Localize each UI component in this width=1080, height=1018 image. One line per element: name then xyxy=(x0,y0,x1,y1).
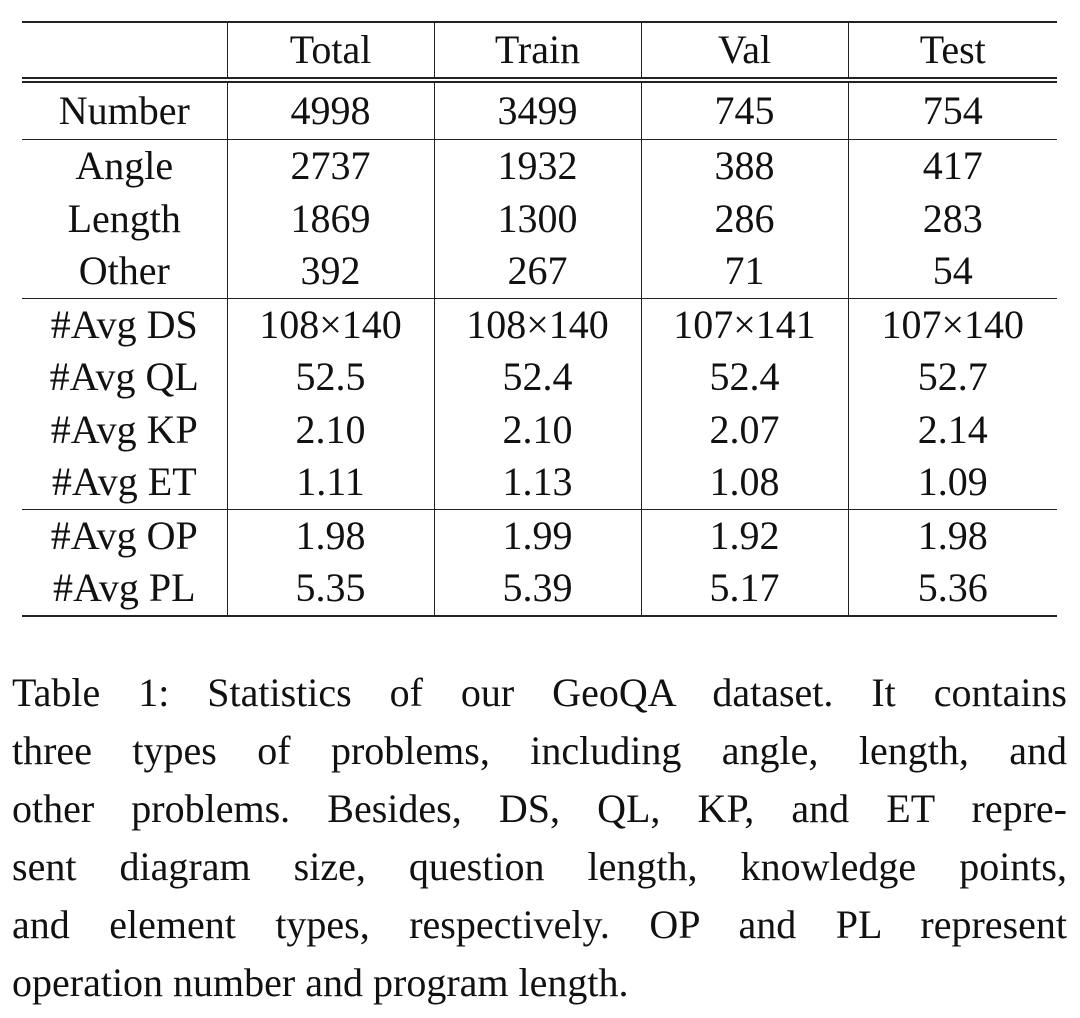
table-cell: 1.98 xyxy=(226,509,434,562)
table-cell: 417 xyxy=(847,139,1057,193)
table-cell: 2.10 xyxy=(226,403,434,456)
table-cell: 2.10 xyxy=(433,403,641,456)
caption-line: and element types, respectively. OP and … xyxy=(12,902,1067,947)
header-cell-test: Test xyxy=(847,21,1057,83)
table-cell: 267 xyxy=(433,245,641,299)
table-cell: 3499 xyxy=(433,80,641,140)
caption-line: other problems. Besides, DS, QL, KP, and… xyxy=(12,786,1067,831)
table-cell: 2.14 xyxy=(847,403,1057,456)
row-label: Angle xyxy=(75,143,174,189)
table-cell: 4998 xyxy=(226,80,434,140)
table-cell: 52.4 xyxy=(640,351,848,404)
table-cell: 108×140 xyxy=(433,298,641,351)
table-cell: 754 xyxy=(847,80,1057,140)
table-cell: 1.13 xyxy=(433,456,641,510)
table-cell: 388 xyxy=(640,139,848,193)
table-cell: 5.39 xyxy=(433,562,641,617)
table-row: #Avg PL 5.35 5.39 5.17 5.36 xyxy=(22,562,1057,617)
table-row: #Avg QL 52.5 52.4 52.4 52.7 xyxy=(22,351,1057,404)
table-cell: 1300 xyxy=(433,192,641,245)
table-row: Other 392 267 71 54 xyxy=(22,245,1057,299)
row-label: Length xyxy=(67,195,181,241)
table-cell: 1.92 xyxy=(640,509,848,562)
table-row: #Avg KP 2.10 2.10 2.07 2.14 xyxy=(22,403,1057,456)
table-cell: 286 xyxy=(640,192,848,245)
table-cell: 108×140 xyxy=(226,298,434,351)
table-cell: 1.11 xyxy=(226,456,434,510)
table-row: Length 1869 1300 286 283 xyxy=(22,192,1057,245)
table-cell: 283 xyxy=(847,192,1057,245)
table-cell: 71 xyxy=(640,245,848,299)
table-cell: 52.4 xyxy=(433,351,641,404)
table-cell: 1932 xyxy=(433,139,641,193)
row-label: #Avg PL xyxy=(22,562,227,617)
table-cell: 5.35 xyxy=(226,562,434,617)
table-cell: 52.5 xyxy=(226,351,434,404)
header-cell-empty xyxy=(22,21,227,83)
table-caption: Table 1: Statistics of our GeoQA dataset… xyxy=(12,664,1067,1012)
caption-line: Table 1: Statistics of our GeoQA dataset… xyxy=(12,670,1067,715)
caption-line: operation number and program length. xyxy=(12,960,629,1005)
row-label: Other xyxy=(22,245,227,299)
table-cell: 1.09 xyxy=(847,456,1057,510)
table-cell: 1.99 xyxy=(433,509,641,562)
table-cell: 54 xyxy=(847,245,1057,299)
table-cell: 2.07 xyxy=(640,403,848,456)
row-label: #Avg ET xyxy=(22,456,227,510)
row-label: #Avg DS xyxy=(50,301,198,347)
table-cell: 745 xyxy=(640,80,848,140)
header-cell-train: Train xyxy=(433,21,641,83)
table-row: #Avg ET 1.11 1.13 1.08 1.09 xyxy=(22,456,1057,510)
row-label: #Avg QL xyxy=(49,354,199,400)
row-label: #Avg OP xyxy=(50,512,198,558)
caption-line: three types of problems, including angle… xyxy=(12,728,1067,773)
table-row: #Avg OP 1.98 1.99 1.92 1.98 xyxy=(22,509,1057,562)
table-cell: 392 xyxy=(226,245,434,299)
table-cell: 107×141 xyxy=(640,298,848,351)
table-header-row: Total Train Val Test xyxy=(22,21,1057,83)
caption-line: sent diagram size, question length, know… xyxy=(12,844,1067,889)
table-cell: 5.17 xyxy=(640,562,848,617)
table-row: #Avg DS 108×140 108×140 107×141 107×140 xyxy=(22,298,1057,351)
table-cell: 1869 xyxy=(226,192,434,245)
row-label: #Avg KP xyxy=(50,406,198,452)
table-cell: 52.7 xyxy=(847,351,1057,404)
table-row: Angle 2737 1932 388 417 xyxy=(22,139,1057,193)
statistics-table: Total Train Val Test Number 4998 3499 74… xyxy=(22,21,1057,617)
header-cell-val: Val xyxy=(640,21,848,83)
table-cell: 107×140 xyxy=(847,298,1057,351)
table-cell: 2737 xyxy=(226,139,434,193)
table-row: Number 4998 3499 745 754 xyxy=(22,80,1057,140)
header-cell-total: Total xyxy=(226,21,434,83)
table-cell: 1.98 xyxy=(847,509,1057,562)
table-cell: 5.36 xyxy=(847,562,1057,617)
table-cell: 1.08 xyxy=(640,456,848,510)
row-label: Number xyxy=(22,80,227,140)
